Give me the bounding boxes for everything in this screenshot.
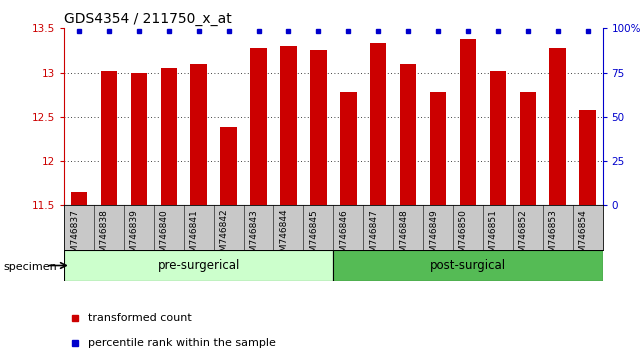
Text: GSM746846: GSM746846: [339, 209, 348, 264]
Bar: [190, 64, 207, 205]
Bar: [340, 92, 356, 205]
Bar: [579, 110, 596, 205]
Bar: [71, 192, 87, 205]
Text: specimen: specimen: [3, 262, 57, 272]
Text: GSM746854: GSM746854: [579, 209, 588, 264]
Text: GSM746837: GSM746837: [70, 209, 79, 264]
Text: GSM746843: GSM746843: [249, 209, 258, 264]
Bar: [101, 71, 117, 205]
Text: GSM746851: GSM746851: [489, 209, 498, 264]
Text: GSM746839: GSM746839: [130, 209, 139, 264]
Bar: [131, 73, 147, 205]
Text: GSM746852: GSM746852: [519, 209, 528, 264]
Text: GSM746850: GSM746850: [459, 209, 468, 264]
Text: GSM746847: GSM746847: [369, 209, 378, 264]
Bar: [333, 250, 603, 281]
Bar: [549, 48, 566, 205]
Text: GSM746853: GSM746853: [549, 209, 558, 264]
Bar: [460, 39, 476, 205]
Text: GSM746845: GSM746845: [310, 209, 319, 264]
Bar: [160, 68, 177, 205]
Text: pre-surgerical: pre-surgerical: [158, 259, 240, 272]
Bar: [64, 250, 333, 281]
Text: GSM746849: GSM746849: [429, 209, 438, 264]
Text: GDS4354 / 211750_x_at: GDS4354 / 211750_x_at: [64, 12, 232, 26]
Text: GSM746848: GSM746848: [399, 209, 408, 264]
Bar: [429, 92, 446, 205]
Bar: [400, 64, 417, 205]
Text: GSM746842: GSM746842: [220, 209, 229, 263]
Bar: [280, 46, 297, 205]
Text: GSM746841: GSM746841: [190, 209, 199, 264]
Text: post-surgical: post-surgical: [430, 259, 506, 272]
Bar: [250, 48, 267, 205]
Bar: [519, 92, 536, 205]
Bar: [221, 127, 237, 205]
Text: GSM746838: GSM746838: [100, 209, 109, 264]
Bar: [310, 51, 326, 205]
Text: GSM746840: GSM746840: [160, 209, 169, 264]
Text: GSM746844: GSM746844: [279, 209, 288, 263]
Bar: [370, 44, 387, 205]
Text: percentile rank within the sample: percentile rank within the sample: [88, 338, 276, 348]
Text: transformed count: transformed count: [88, 313, 192, 323]
Bar: [490, 71, 506, 205]
